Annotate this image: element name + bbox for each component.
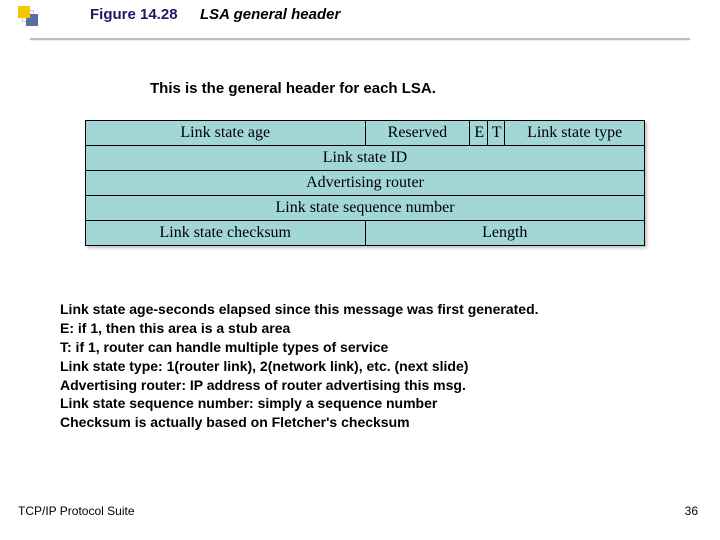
table-cell: Link state type bbox=[505, 121, 645, 146]
description-line: Advertising router: IP address of router… bbox=[60, 376, 660, 395]
table-row: Advertising router bbox=[86, 171, 645, 196]
table-cell: T bbox=[487, 121, 504, 146]
description-line: T: if 1, router can handle multiple type… bbox=[60, 338, 660, 357]
table-cell: Link state checksum bbox=[86, 221, 366, 246]
table-cell: Reserved bbox=[365, 121, 470, 146]
description-line: Link state sequence number: simply a seq… bbox=[60, 394, 660, 413]
table-cell: Length bbox=[365, 221, 645, 246]
footer-left: TCP/IP Protocol Suite bbox=[18, 504, 135, 518]
table-row: Link state checksumLength bbox=[86, 221, 645, 246]
table-cell: Link state age bbox=[86, 121, 366, 146]
table-row: Link state ID bbox=[86, 146, 645, 171]
description-line: Link state age-seconds elapsed since thi… bbox=[60, 300, 660, 319]
description-line: E: if 1, then this area is a stub area bbox=[60, 319, 660, 338]
lsa-header-table: Link state ageReservedETLink state typeL… bbox=[85, 120, 645, 246]
table-cell: Link state ID bbox=[86, 146, 645, 171]
table-cell: Link state sequence number bbox=[86, 196, 645, 221]
figure-caption: LSA general header bbox=[200, 6, 340, 23]
description-block: Link state age-seconds elapsed since thi… bbox=[60, 300, 660, 432]
description-line: Checksum is actually based on Fletcher's… bbox=[60, 413, 660, 432]
table-row: Link state ageReservedETLink state type bbox=[86, 121, 645, 146]
table-row: Link state sequence number bbox=[86, 196, 645, 221]
page-number: 36 bbox=[685, 504, 698, 518]
slide-bullet-icon bbox=[18, 6, 40, 28]
divider bbox=[30, 38, 690, 40]
table-cell: Advertising router bbox=[86, 171, 645, 196]
description-line: Link state type: 1(router link), 2(netwo… bbox=[60, 357, 660, 376]
figure-number: Figure 14.28 bbox=[90, 6, 178, 23]
table-cell: E bbox=[470, 121, 487, 146]
subheader-text: This is the general header for each LSA. bbox=[150, 80, 436, 97]
